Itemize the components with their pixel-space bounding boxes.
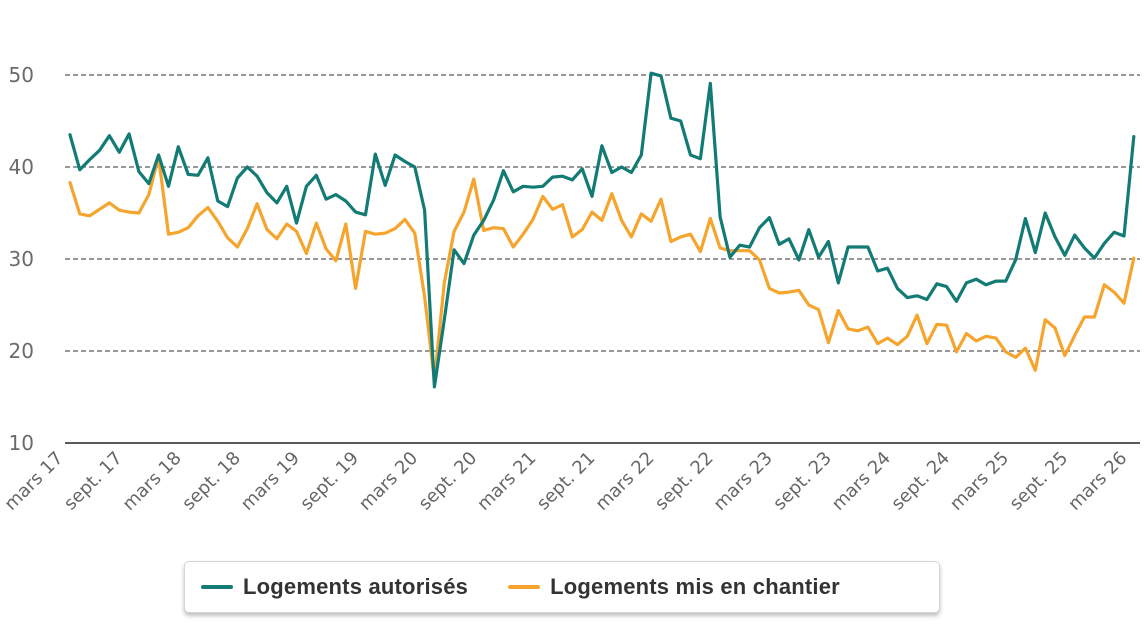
legend-swatch-autorises — [201, 585, 233, 589]
legend-item-chantier[interactable]: Logements mis en chantier — [508, 574, 840, 600]
legend-label-chantier: Logements mis en chantier — [550, 574, 840, 599]
x-tick-label: mars 26 — [1064, 448, 1131, 515]
series-line-logements-autorises — [68, 71, 1136, 389]
x-tick-label: sept. 17 — [60, 448, 127, 515]
gridlines — [65, 74, 1140, 444]
x-tick-label: sept. 18 — [178, 448, 245, 515]
x-tick-label: mars 18 — [119, 448, 186, 515]
series-lines — [68, 71, 1136, 389]
y-tick-label: 10 — [9, 431, 34, 455]
x-tick-label: sept. 25 — [1006, 448, 1073, 515]
x-tick-label: mars 25 — [946, 448, 1013, 515]
x-tick-label: sept. 19 — [296, 448, 363, 515]
x-tick-label: sept. 24 — [887, 448, 954, 515]
y-tick-label: 30 — [9, 247, 34, 271]
y-axis-ticks: 10 20 30 40 50 — [9, 63, 34, 455]
x-tick-label: mars 22 — [591, 448, 658, 515]
legend-label-autorises: Logements autorisés — [243, 574, 469, 599]
series-line-logements-mis-en-chantier — [68, 155, 1136, 382]
y-tick-label: 50 — [9, 63, 34, 87]
y-tick-label: 40 — [9, 155, 34, 179]
x-tick-label: mars 19 — [237, 448, 304, 515]
y-tick-label: 20 — [9, 339, 34, 363]
legend-item-autorises[interactable]: Logements autorisés — [201, 574, 468, 600]
x-tick-label: sept. 23 — [769, 448, 836, 515]
x-tick-label: mars 24 — [828, 448, 895, 515]
x-tick-label: sept. 20 — [415, 448, 482, 515]
legend: Logements autorisés Logements mis en cha… — [184, 561, 940, 613]
x-tick-label: mars 17 — [0, 448, 67, 515]
x-tick-label: mars 23 — [710, 448, 777, 515]
legend-swatch-chantier — [508, 585, 541, 589]
x-tick-label: sept. 22 — [651, 448, 718, 515]
x-tick-label: mars 20 — [355, 448, 422, 515]
x-tick-label: mars 21 — [473, 448, 540, 515]
x-tick-label: sept. 21 — [533, 448, 600, 515]
